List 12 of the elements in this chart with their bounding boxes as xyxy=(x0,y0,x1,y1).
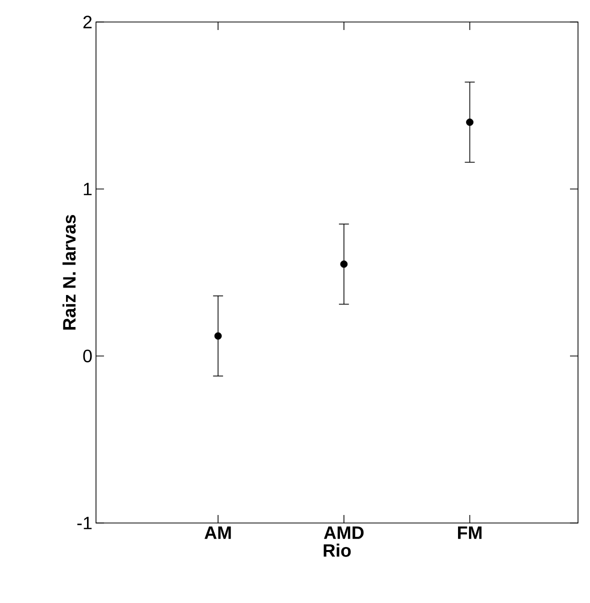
x-axis-title: Rio xyxy=(324,544,351,557)
x-tick-label: AMD xyxy=(324,526,364,539)
y-tick-label: 2 xyxy=(83,16,92,28)
x-tick-label: AM xyxy=(204,526,231,539)
y-tick-label: 0 xyxy=(83,350,92,362)
point xyxy=(214,332,222,340)
point xyxy=(466,118,474,126)
point xyxy=(340,260,348,268)
y-tick-label: -1 xyxy=(77,516,92,530)
y-tick-label: 1 xyxy=(84,182,92,196)
x-tick-label: FM xyxy=(458,526,482,539)
y-axis-title: Raiz N. larvas xyxy=(62,214,76,330)
